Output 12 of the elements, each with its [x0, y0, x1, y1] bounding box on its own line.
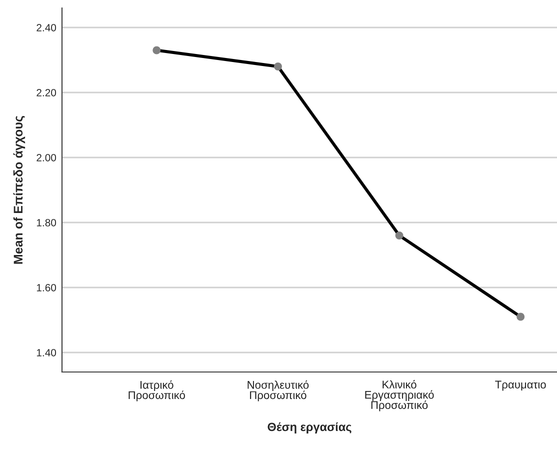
x-axis-title: Θέση εργασίας — [268, 422, 352, 434]
y-tick-label: 1.60 — [36, 284, 56, 292]
x-tick-label: Νοσηλευτικό Προσωπικό — [248, 380, 309, 402]
y-axis-title: Mean of Επίπεδο άγχους — [13, 116, 26, 264]
y-tick-label: 2.00 — [36, 154, 56, 162]
y-tick-label: 1.80 — [36, 219, 56, 226]
y-tick-label: 1.40 — [36, 349, 56, 356]
x-tick-label: Κλινικό Εργαστηριακό Προσωπικό — [365, 380, 434, 412]
y-tick-label: 2.40 — [36, 24, 56, 32]
x-tick-label: Ιατρικό Προσωπικό — [128, 380, 185, 402]
y-tick-label: 2.20 — [36, 89, 56, 96]
x-tick-label: Τραυματιο — [495, 380, 546, 391]
